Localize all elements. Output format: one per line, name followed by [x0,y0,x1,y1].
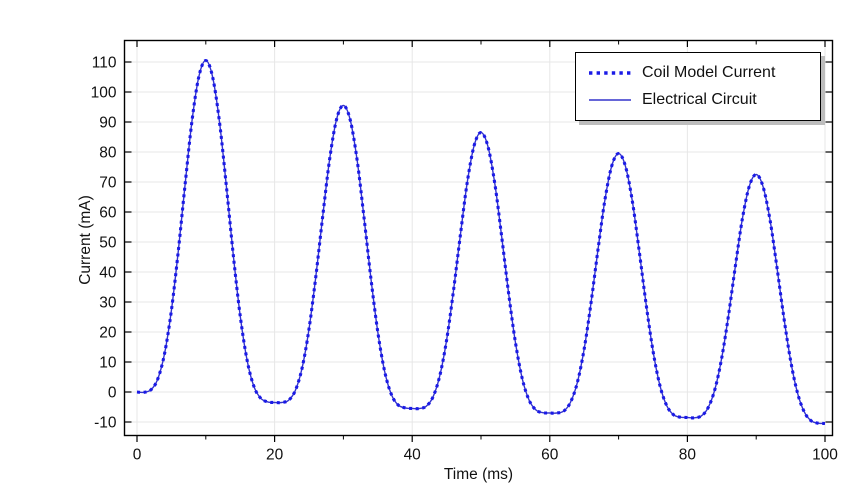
y-tick-label: 80 [99,145,117,162]
y-axis-title: Current (mA) [77,195,94,285]
x-tick-label: 100 [812,447,838,464]
legend-item-coil-model-current: Coil Model Current [588,59,810,86]
x-tick-label: 0 [133,447,142,464]
x-tick-label: 40 [404,447,422,464]
legend: Coil Model Current Electrical Circuit [575,52,821,121]
y-tick-label: 0 [108,385,117,402]
x-tick-label: 80 [679,447,697,464]
y-tick-label: 60 [99,205,117,222]
y-tick-label: 40 [99,265,117,282]
dotted-line-sample-icon [589,70,631,75]
y-tick-label: 90 [99,115,117,132]
legend-label: Coil Model Current [642,63,776,81]
solid-line-sample-icon [589,98,631,101]
y-tick-label: 10 [99,355,117,372]
x-axis-title: Time (ms) [443,466,514,483]
legend-item-electrical-circuit: Electrical Circuit [588,86,810,113]
y-tick-label: 20 [99,325,117,342]
x-tick-label: 60 [541,447,559,464]
y-tick-label: -10 [94,415,117,432]
legend-label: Electrical Circuit [642,90,757,108]
plot-frame [123,39,834,437]
y-tick-label: 30 [99,295,117,312]
y-tick-label: 70 [99,175,117,192]
y-tick-label: 110 [92,55,117,72]
y-tick-label: 50 [99,235,117,252]
series-dots-coil-model-current [136,58,826,426]
x-tick-label: 20 [266,447,284,464]
y-tick-label: 100 [91,85,117,102]
